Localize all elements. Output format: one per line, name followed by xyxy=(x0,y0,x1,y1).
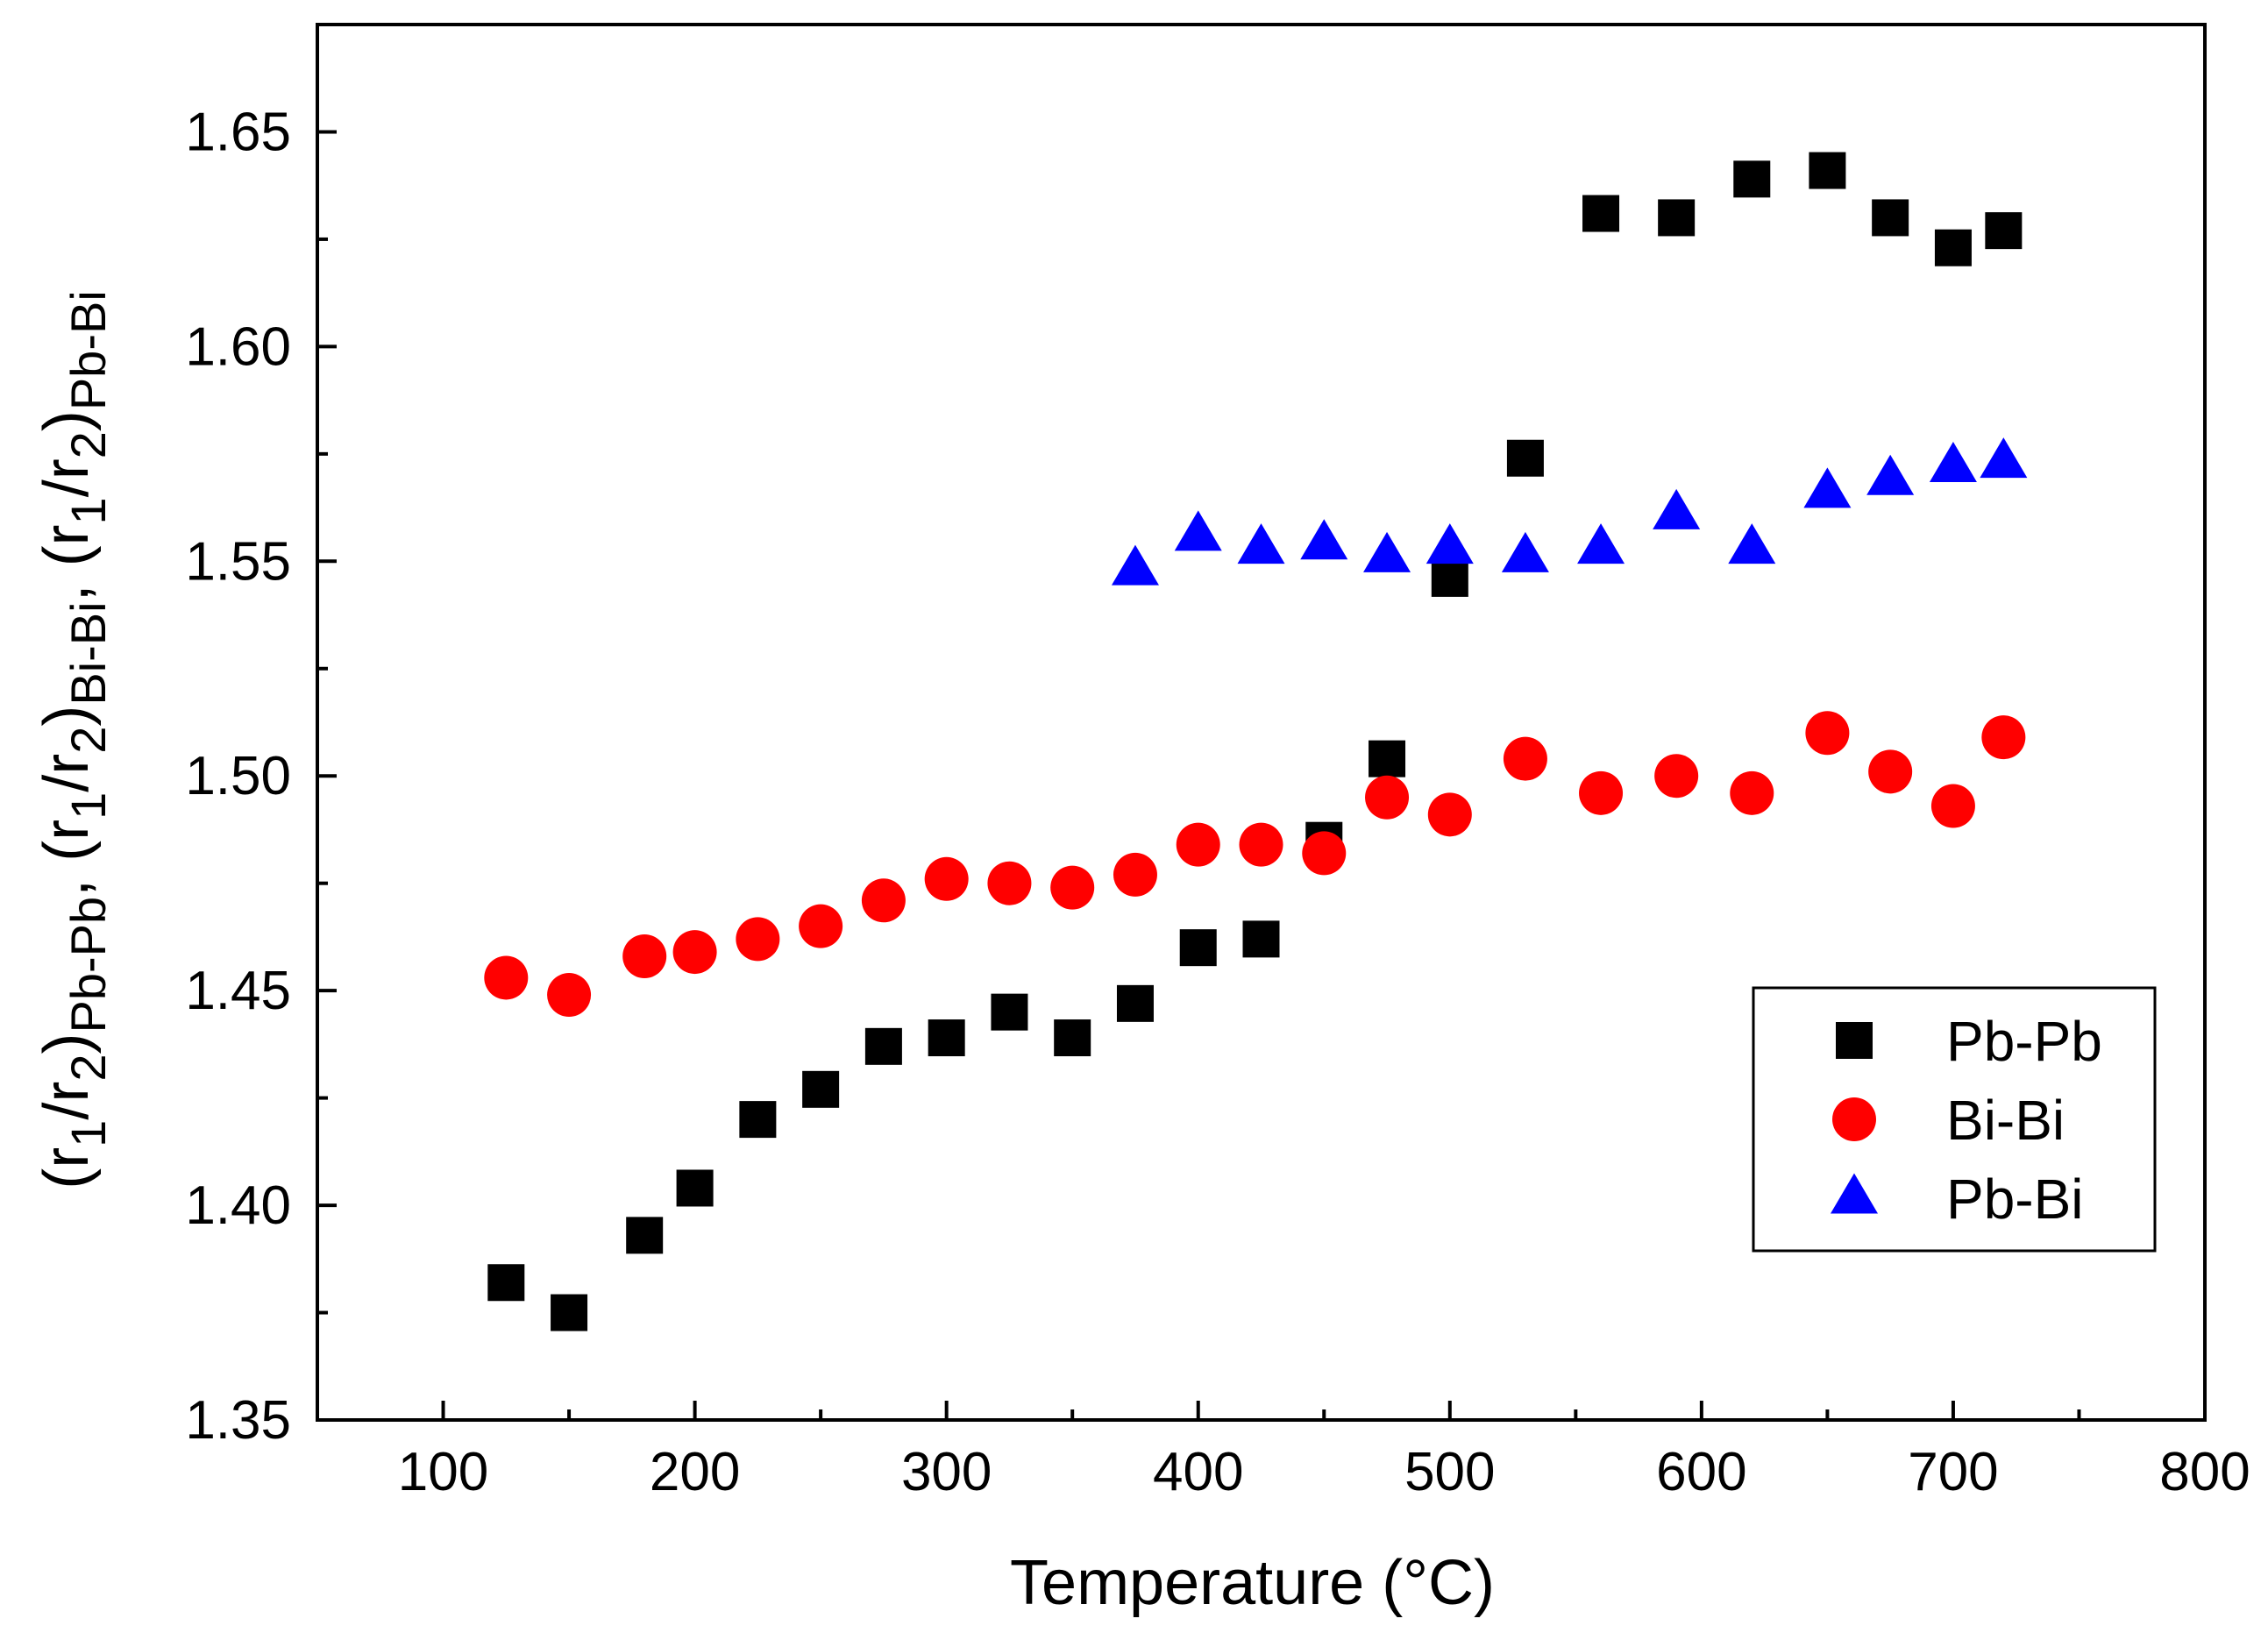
x-tick-label: 100 xyxy=(398,1442,488,1502)
data-point-bi-bi xyxy=(1427,792,1472,837)
data-point-pb-pb xyxy=(1431,559,1468,597)
legend-label: Bi-Bi xyxy=(1946,1089,2065,1152)
y-axis-title: (r1​/r2​)Pb-Pb​, (r1​/r2​)Bi-Bi​, (r1​/r… xyxy=(32,290,116,1189)
legend-box xyxy=(1752,986,2157,1253)
data-point-pb-pb xyxy=(1934,229,1972,266)
data-point-pb-bi xyxy=(1653,488,1701,529)
data-point-pb-pb xyxy=(626,1217,664,1254)
data-point-pb-pb xyxy=(1809,152,1846,189)
data-point-pb-bi xyxy=(1111,544,1159,586)
data-point-pb-pb xyxy=(1872,199,1909,237)
legend-label: Pb-Pb xyxy=(1946,1010,2102,1073)
data-point-pb-pb xyxy=(864,1027,902,1065)
legend-label: Pb-Bi xyxy=(1946,1168,2084,1231)
x-tick-label: 700 xyxy=(1908,1442,1998,1502)
data-point-pb-bi xyxy=(1237,523,1285,564)
data-point-bi-bi xyxy=(1302,831,1347,876)
data-point-bi-bi xyxy=(1579,770,1624,815)
data-point-bi-bi xyxy=(1176,822,1220,867)
x-tick-label: 500 xyxy=(1404,1442,1495,1502)
data-point-pb-pb xyxy=(551,1294,588,1331)
legend-marker-bi-bi xyxy=(1832,1097,1876,1141)
data-point-pb-bi xyxy=(1501,531,1549,572)
data-point-bi-bi xyxy=(1654,754,1699,799)
data-point-bi-bi xyxy=(736,917,780,962)
x-tick-label: 800 xyxy=(2159,1442,2250,1502)
data-point-bi-bi xyxy=(1930,784,1975,828)
data-point-pb-pb xyxy=(676,1169,714,1207)
data-point-pb-pb xyxy=(1985,212,2023,250)
data-point-pb-pb xyxy=(1658,199,1696,237)
y-tick-label: 1.40 xyxy=(185,1175,291,1236)
y-tick-label: 1.65 xyxy=(185,102,291,162)
data-point-bi-bi xyxy=(1981,715,2026,760)
data-point-pb-pb xyxy=(1242,920,1280,958)
y-tick-label: 1.60 xyxy=(185,316,291,377)
y-tick-label: 1.50 xyxy=(185,746,291,806)
x-tick-label: 600 xyxy=(1656,1442,1746,1502)
legend-marker-pb-pb xyxy=(1836,1022,1873,1059)
data-point-bi-bi xyxy=(1730,770,1774,815)
y-tick-label: 1.55 xyxy=(185,531,291,592)
data-point-bi-bi xyxy=(672,930,717,975)
data-point-pb-pb xyxy=(1054,1019,1091,1057)
data-point-pb-bi xyxy=(1577,523,1625,564)
data-point-pb-pb xyxy=(1733,160,1771,198)
data-point-pb-pb xyxy=(991,993,1028,1031)
y-tick-label: 1.45 xyxy=(185,961,291,1021)
data-point-pb-pb xyxy=(487,1264,525,1302)
data-point-bi-bi xyxy=(1365,775,1410,820)
data-point-pb-pb xyxy=(1179,929,1217,967)
data-point-pb-pb xyxy=(802,1070,840,1108)
plot-area-marks xyxy=(484,152,2028,1331)
legend: Pb-Pb Bi-Bi Pb-Bi xyxy=(1752,986,2157,1253)
data-point-bi-bi xyxy=(799,904,843,948)
data-point-pb-pb xyxy=(1582,195,1620,232)
data-point-bi-bi xyxy=(547,973,592,1018)
data-point-pb-bi xyxy=(1425,523,1474,564)
data-point-bi-bi xyxy=(1805,711,1850,756)
data-point-bi-bi xyxy=(1868,749,1913,794)
data-point-pb-pb xyxy=(928,1019,965,1057)
series-bi-bi xyxy=(484,711,2026,1018)
data-point-bi-bi xyxy=(987,861,1032,905)
y-tick-label: 1.35 xyxy=(185,1390,291,1451)
legend-marker-pb-bi xyxy=(1831,1173,1878,1214)
data-point-bi-bi xyxy=(1239,822,1283,867)
series-pb-bi xyxy=(1111,437,2028,586)
data-point-pb-pb xyxy=(1369,740,1406,777)
data-point-pb-bi xyxy=(1728,523,1776,564)
data-point-bi-bi xyxy=(1050,865,1095,910)
data-point-bi-bi xyxy=(1503,736,1547,781)
data-point-bi-bi xyxy=(861,878,906,923)
series-pb-pb xyxy=(487,152,2023,1331)
data-point-pb-bi xyxy=(1174,510,1222,551)
data-point-pb-bi xyxy=(1363,531,1411,572)
data-point-pb-pb xyxy=(739,1101,777,1139)
data-point-bi-bi xyxy=(622,934,667,978)
x-tick-label: 400 xyxy=(1153,1442,1243,1502)
data-point-pb-pb xyxy=(1506,439,1544,477)
data-point-bi-bi xyxy=(1113,852,1157,897)
data-point-pb-bi xyxy=(1866,454,1915,495)
data-point-bi-bi xyxy=(484,955,529,1000)
data-point-pb-pb xyxy=(1116,984,1154,1022)
plot-frame xyxy=(316,23,2207,1422)
axes: 100 200 300 400 500 600 700 800 1.35 1.40 1.45 1.50… xyxy=(185,102,2250,1502)
data-point-bi-bi xyxy=(924,856,969,901)
x-tick-label: 200 xyxy=(650,1442,740,1502)
data-point-pb-bi xyxy=(1980,437,2028,479)
x-tick-label: 300 xyxy=(901,1442,992,1502)
data-point-pb-bi xyxy=(1929,442,1977,483)
data-point-pb-bi xyxy=(1300,519,1348,560)
data-point-pb-bi xyxy=(1803,467,1852,508)
x-axis-title: Temperature (°C) xyxy=(1010,1548,1495,1618)
